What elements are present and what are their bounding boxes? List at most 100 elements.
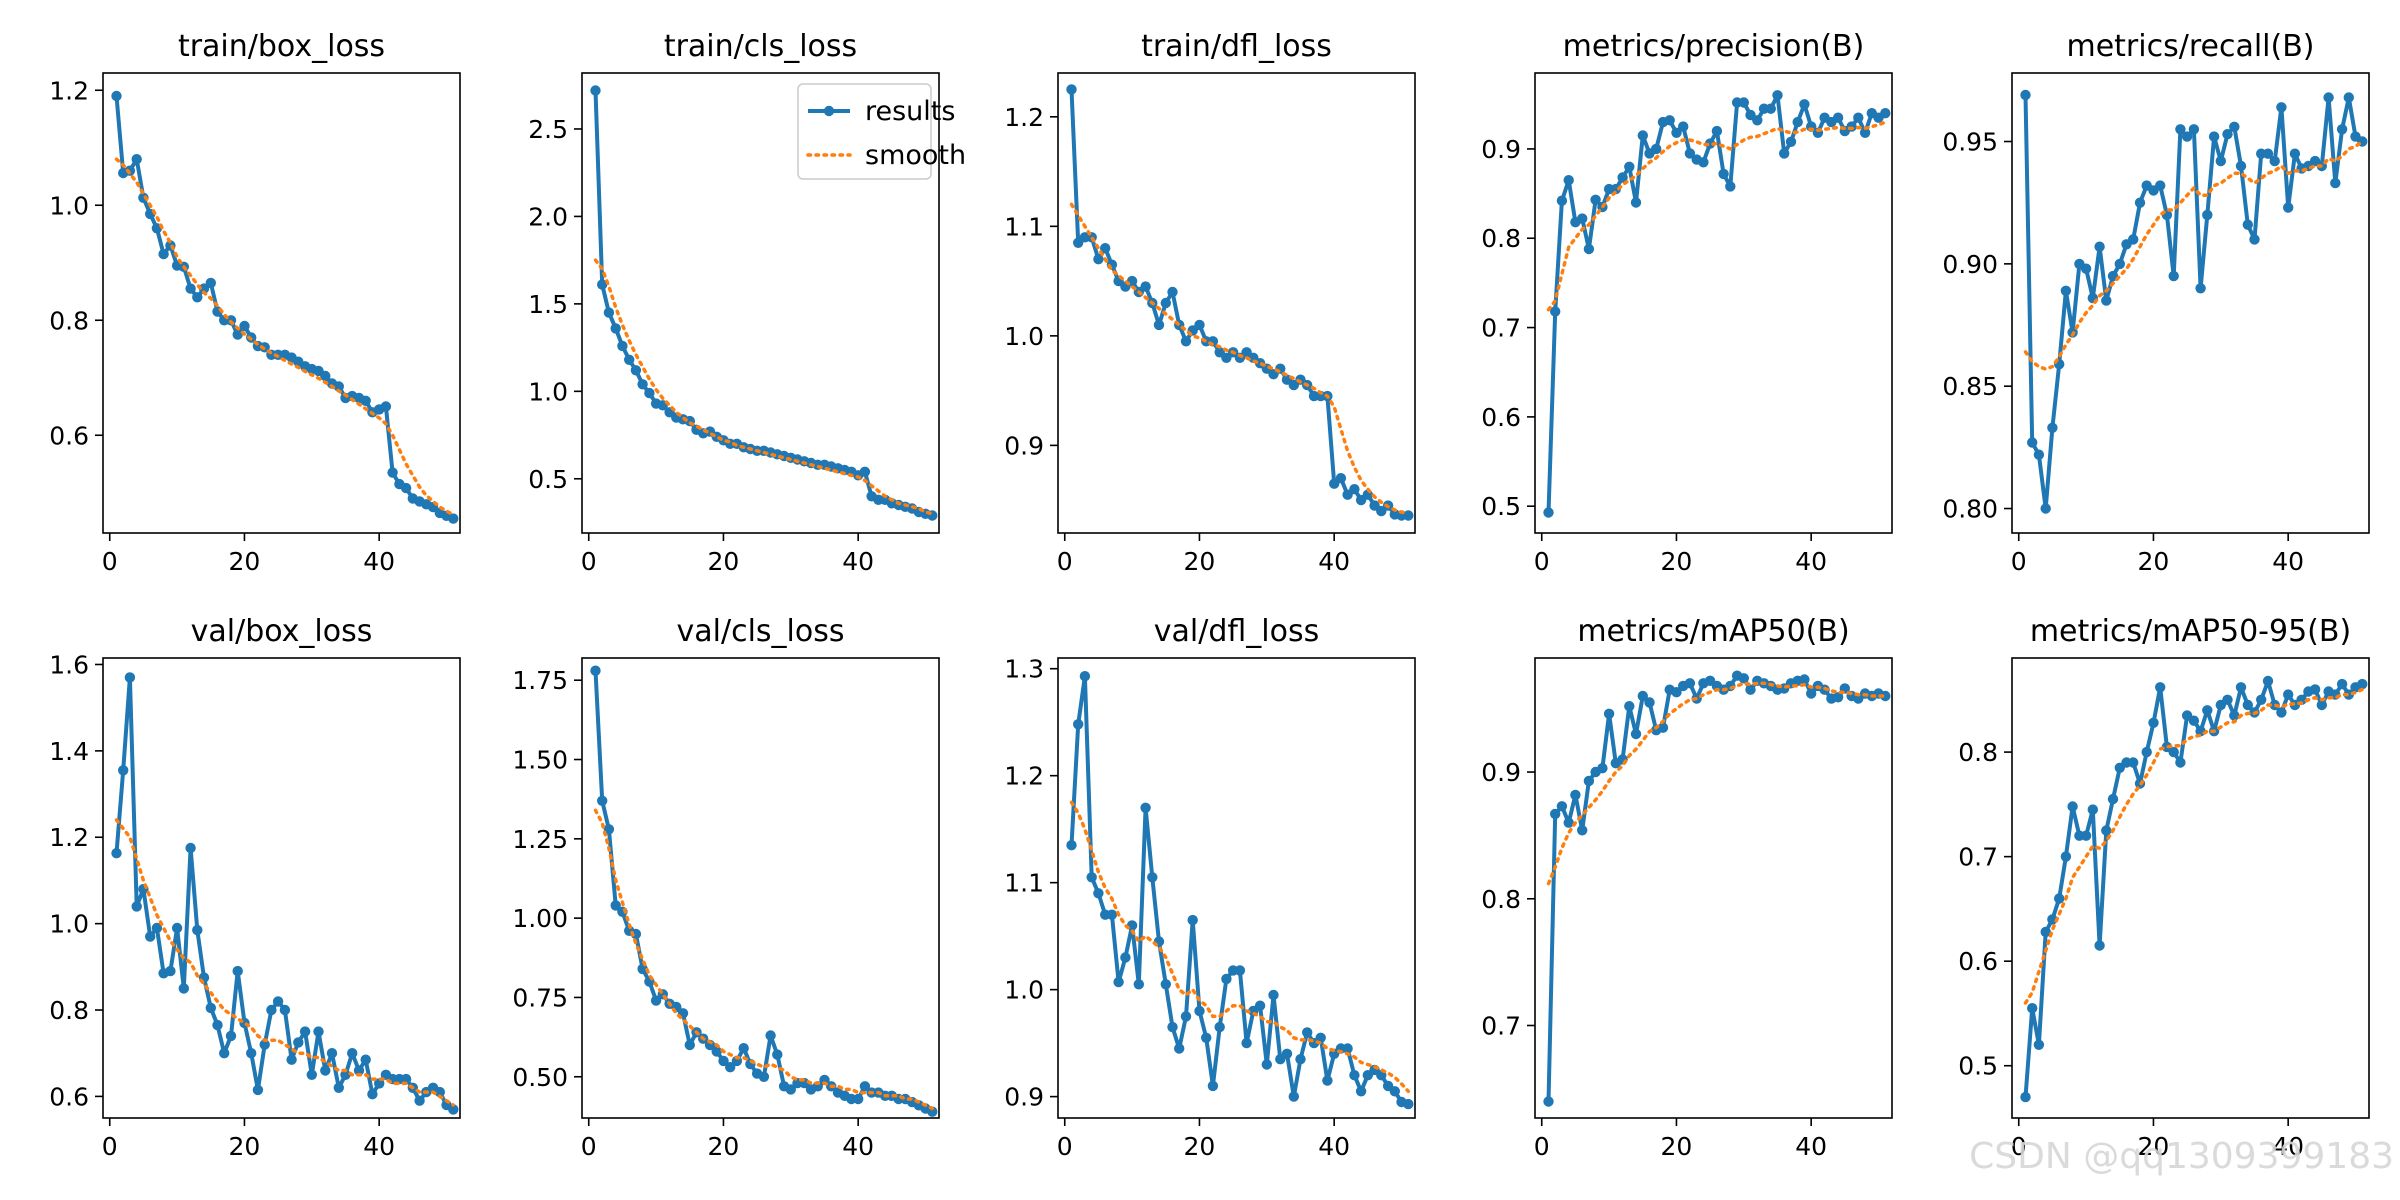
y-tick-label: 1.75 [512, 666, 568, 695]
results-point [1556, 801, 1568, 812]
x-tick-label: 40 [842, 547, 874, 576]
results-point [1140, 802, 1151, 813]
results-point [2141, 746, 2152, 758]
subplot-val-box-loss: val/box_loss 0 20 40 0.6 0.8 1.0 1.2 1.4 1.6 [49, 614, 461, 1161]
y-tick-label: 0.8 [1481, 885, 1521, 914]
y-tick-label: 0.85 [1942, 372, 1998, 401]
results-point [1201, 1032, 1212, 1044]
results-point [111, 848, 122, 859]
subplot-val-dfl-loss: val/dfl_loss 0 20 40 0.9 1.0 1.1 1.2 1.3 [1004, 614, 1416, 1161]
results-point [1738, 673, 1750, 684]
plot-area [1066, 671, 1414, 1110]
results-point [1093, 888, 1104, 899]
results-point [2235, 682, 2247, 693]
results-point [448, 1104, 459, 1115]
results-point [360, 395, 371, 406]
results-point [232, 965, 243, 977]
results-point [2128, 757, 2139, 768]
axes-frame [102, 72, 461, 534]
results-point [597, 795, 608, 806]
x-tick-label: 20 [1661, 1132, 1693, 1161]
results-point [1597, 763, 1608, 774]
results-point [1174, 1043, 1185, 1054]
results-point [1221, 973, 1232, 985]
x-tick-label: 0 [2011, 1132, 2027, 1161]
results-point [2080, 830, 2092, 841]
y-tick-label: 0.5 [528, 465, 568, 494]
x-tick-label: 40 [363, 1132, 395, 1161]
results-point [738, 1043, 749, 1054]
axes-frame [1057, 657, 1416, 1119]
subplot-title: val/box_loss [191, 614, 373, 649]
results-point [1577, 213, 1588, 224]
results-point [1403, 1098, 1414, 1110]
results-point [2276, 102, 2287, 113]
results-point [2040, 503, 2051, 514]
plot-area [2020, 89, 2368, 514]
results-point [1859, 127, 1871, 138]
y-tick-label: 0.5 [1958, 1052, 1998, 1081]
results-point [2047, 422, 2058, 433]
results-point [2148, 717, 2159, 728]
results-point [1671, 687, 1682, 698]
results-point [192, 924, 203, 936]
results-point [1100, 243, 1111, 254]
results-point [360, 1054, 371, 1065]
subplot-val-cls-loss: val/cls_loss 0 20 40 0.50 0.75 1.00 1.25 1.50 1.7… [512, 614, 940, 1161]
x-tick-label: 0 [102, 547, 118, 576]
results-point [1853, 112, 1864, 123]
y-tick-label: 1.00 [512, 904, 568, 933]
results-point [859, 1081, 871, 1092]
results-point [1570, 789, 1581, 801]
results-point [2168, 746, 2179, 758]
results-point [2060, 851, 2072, 862]
results-point [131, 901, 142, 912]
results-point [219, 1048, 230, 1059]
results-point [2202, 209, 2213, 221]
y-tick-label: 0.6 [1481, 403, 1521, 432]
y-tick-label: 0.9 [1004, 431, 1044, 460]
results-point [320, 1065, 331, 1076]
results-point [1342, 1043, 1353, 1054]
results-point [225, 1030, 237, 1042]
results-point [1671, 127, 1682, 138]
results-point [1630, 197, 1642, 208]
subplot-metrics-map50-b: metrics/mAP50(B) 0 20 40 0.7 0.8 0.9 [1481, 614, 1893, 1161]
results-point [1106, 909, 1118, 920]
results-point [590, 85, 601, 96]
x-tick-label: 20 [2138, 1132, 2170, 1161]
y-tick-label: 1.5 [528, 290, 568, 319]
results-point [185, 842, 196, 854]
results-point [118, 765, 129, 776]
results-point [347, 1048, 358, 1059]
results-point [1711, 125, 1723, 137]
results-point [1846, 121, 1857, 132]
results-point [2087, 804, 2098, 815]
results-point [2289, 148, 2301, 159]
results-point [2101, 825, 2112, 836]
y-tick-label: 1.2 [1004, 103, 1044, 132]
results-point [239, 320, 250, 332]
results-point [2242, 699, 2253, 711]
axes-frame [102, 657, 461, 1119]
results-point [590, 665, 601, 676]
results-point [2222, 694, 2233, 705]
results-point [400, 482, 412, 494]
y-tick-label: 1.25 [512, 825, 568, 854]
results-point [1389, 1086, 1401, 1097]
y-tick-label: 0.7 [1481, 1011, 1521, 1040]
x-tick-label: 0 [581, 547, 597, 576]
results-point [1725, 181, 1736, 192]
subplot-title: train/box_loss [178, 29, 385, 64]
results-point [306, 1069, 317, 1081]
y-tick-label: 0.6 [1958, 947, 1998, 976]
results-point [1288, 1091, 1300, 1102]
results-series-line [114, 95, 455, 521]
results-point [1207, 1080, 1219, 1092]
x-tick-label: 40 [1795, 547, 1827, 576]
smooth-series-line [1069, 800, 1411, 1094]
results-point [151, 922, 163, 934]
y-tick-label: 2.5 [528, 115, 568, 144]
results-point [1167, 286, 1178, 298]
results-point [124, 672, 136, 683]
